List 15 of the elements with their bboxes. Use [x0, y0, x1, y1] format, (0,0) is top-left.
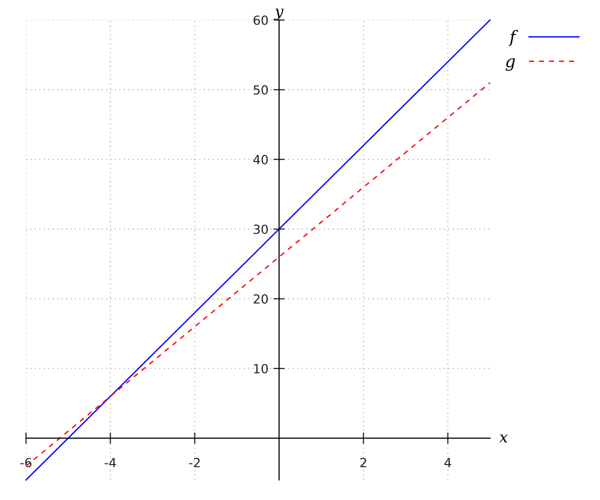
y-tick-label: 20	[254, 294, 268, 304]
y-tick-label: 40	[253, 154, 268, 164]
y-axis-title: y	[274, 8, 284, 20]
x-tick-label: -2	[189, 458, 200, 468]
y-tick-label: 10	[254, 364, 268, 374]
x-tick-label: -4	[104, 458, 116, 468]
x-axis-title: x	[499, 434, 508, 442]
y-tick-label: 30	[254, 224, 268, 234]
legend-label: f	[508, 30, 518, 46]
x-tick-label: 2	[360, 458, 366, 468]
y-tick-label: 50	[254, 85, 268, 95]
y-tick-label: 60	[254, 15, 268, 25]
x-tick-label: 4	[444, 458, 452, 468]
x-tick-label: -6	[20, 458, 32, 468]
legend-label: g	[506, 58, 515, 71]
